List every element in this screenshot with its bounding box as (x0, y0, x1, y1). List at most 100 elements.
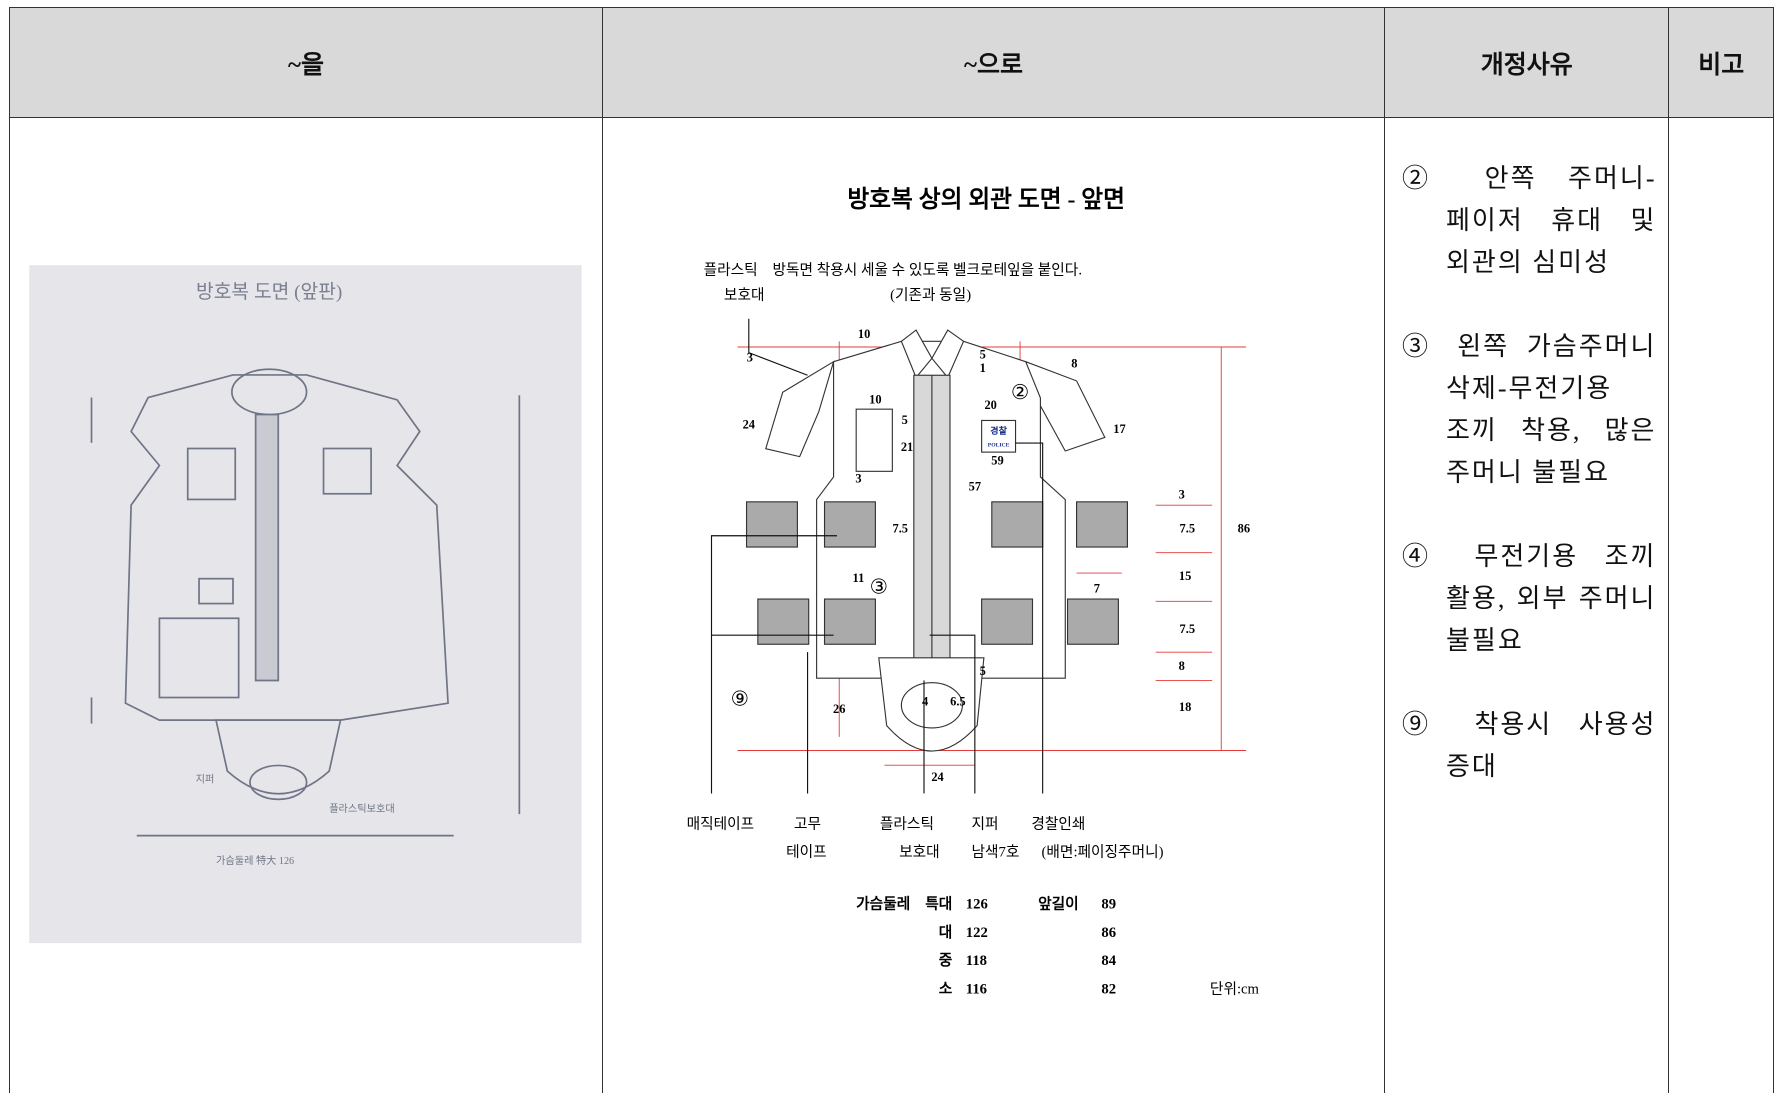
bottom-note: 플라스틱 (880, 815, 934, 832)
pouches-shape (1068, 599, 1119, 644)
dimension-label: 86 (1238, 521, 1250, 535)
unit: 단위:cm (1210, 981, 1260, 998)
reason: ④ 무전기용 조끼 활용, 외부 주머니 불필요 (1402, 536, 1656, 662)
dimension-label: 1 (980, 361, 986, 375)
header-row: ~을 ~으로 개정사유 비고 (10, 8, 1774, 118)
size-header: 가슴둘레 (856, 896, 910, 913)
dimension-label: 17 (1113, 422, 1125, 436)
size-chest: 116 (966, 982, 987, 998)
dimension-label: 21 (901, 440, 913, 454)
old-drawing: 방호복 도면 (앞판) 지퍼 플라스틱보호대 가슴둘레 特大 126 (10, 118, 602, 1088)
dimension-label: 7.5 (892, 521, 908, 535)
dimension-label: 5 (980, 347, 986, 361)
dimension-label: 57 (969, 480, 981, 494)
pouches-shape (758, 599, 809, 644)
old-label: 지퍼 (196, 773, 215, 785)
top-note: (기존과 동일) (890, 287, 971, 304)
bottom-note: 경찰인쇄 (1031, 815, 1085, 832)
new-drawing: 방호복 상의 외관 도면 - 앞면 (603, 118, 1384, 1088)
dimension-label: 5 (902, 413, 908, 427)
dimension-label: 3 (747, 351, 753, 365)
dimension-label: 3 (855, 472, 861, 486)
size-header: 앞길이 (1038, 895, 1079, 913)
header-cell: ~을 (10, 8, 603, 118)
dimension-label: 6.5 (950, 694, 966, 708)
marker: ③ (870, 576, 888, 598)
dimension-label: 7 (1094, 581, 1100, 595)
body-row: 방호복 도면 (앞판) 지퍼 플라스틱보호대 가슴둘레 特大 126 방호복 상… (10, 118, 1774, 1093)
bottom-note: 고무 (794, 816, 821, 832)
size-label: 특대 (925, 896, 952, 913)
old-drawing-shape (29, 265, 581, 943)
dimension-label: 3 (1179, 487, 1185, 501)
top-note: 방독면 착용시 세울 수 있도록 벨크로테잎을 붙인다. (773, 262, 1082, 279)
dimension-label: 59 (991, 454, 1003, 468)
reason: ② 안쪽 주머니-페이저 휴대 및 외관의 심미성 (1402, 158, 1656, 284)
pouches-shape (825, 502, 876, 547)
vest (766, 330, 1105, 751)
badge-text: 경찰 (990, 425, 1007, 436)
old-label: 가슴둘레 特大 126 (216, 854, 294, 867)
reason-list: ② 안쪽 주머니-페이저 휴대 및 외관의 심미성 ③ 왼쪽 가슴주머니 삭제-무… (1385, 118, 1668, 788)
new-cell: 방호복 상의 외관 도면 - 앞면 (603, 118, 1385, 1093)
dimension-label: 8 (1179, 659, 1185, 673)
top-note: 플라스틱 (704, 262, 758, 279)
pouches-shape (825, 599, 876, 644)
sketch-shape (256, 415, 279, 681)
new-title: 방호복 상의 외관 도면 - 앞면 (847, 186, 1125, 213)
badge-text: POLICE (988, 442, 1010, 448)
old-cell: 방호복 도면 (앞판) 지퍼 플라스틱보호대 가슴둘레 特大 126 (10, 118, 603, 1093)
dimension-label: 10 (858, 327, 870, 341)
dimension-label: 18 (1179, 700, 1191, 714)
size-chest: 126 (966, 897, 988, 913)
dimension-label: 11 (853, 571, 865, 585)
dimension-label: 7.5 (1180, 521, 1196, 535)
bottom-note: 보호대 (899, 844, 940, 861)
old-title: 방호복 도면 (앞판) (196, 281, 342, 303)
top-note: 보호대 (724, 287, 765, 304)
bottom-note: (배면:페이징주머니) (1042, 844, 1164, 861)
pouches-shape (747, 502, 798, 547)
size-chest: 118 (966, 953, 987, 969)
pouches-shape (992, 502, 1043, 547)
vest-shape (766, 362, 834, 457)
header-cell: 비고 (1669, 8, 1774, 118)
old-label: 플라스틱보호대 (329, 803, 395, 815)
vest-shape (856, 409, 892, 471)
dimension-label: 4 (922, 694, 928, 708)
note-cell (1669, 118, 1774, 1093)
dimension-label: 8 (1071, 356, 1077, 370)
dimension-label: 24 (743, 417, 755, 431)
reason-cell: ② 안쪽 주머니-페이저 휴대 및 외관의 심미성 ③ 왼쪽 가슴주머니 삭제-무… (1385, 118, 1669, 1093)
reason: ③ 왼쪽 가슴주머니 삭제-무전기용 조끼 착용, 많은 주머니 불필요 (1402, 326, 1656, 494)
dimension-label: 15 (1179, 569, 1191, 583)
size-length: 82 (1101, 982, 1116, 998)
dimension-label: 26 (833, 702, 845, 716)
size-length: 84 (1101, 953, 1116, 969)
size-label: 중 (939, 952, 953, 969)
marker: ⑨ (731, 688, 749, 710)
bottom-note: 테이프 (786, 844, 827, 861)
reason: ⑨ 착용시 사용성 증대 (1402, 704, 1656, 788)
bottom-note: 지퍼 (971, 815, 998, 832)
revision-table: ~을 ~으로 개정사유 비고 (9, 7, 1774, 1093)
bottom-note: 매직테이프 (687, 815, 755, 832)
pouches-shape (982, 599, 1033, 644)
dimension-label: 5 (980, 664, 986, 678)
marker: ② (1011, 382, 1029, 404)
header-cell: 개정사유 (1385, 8, 1669, 118)
size-label: 대 (939, 924, 953, 941)
size-label: 소 (939, 982, 953, 998)
size-chest: 122 (966, 925, 988, 941)
size-length: 86 (1101, 925, 1116, 941)
pouches-shape (1077, 502, 1128, 547)
dimension-label: 24 (931, 770, 943, 784)
header-cell: ~으로 (603, 8, 1385, 118)
size-length: 89 (1101, 897, 1116, 913)
bottom-note: 남색7호 (971, 844, 1019, 861)
dimension-label: 10 (869, 393, 881, 407)
dimension-label: 7.5 (1180, 622, 1196, 636)
dimension-label: 20 (984, 398, 996, 412)
